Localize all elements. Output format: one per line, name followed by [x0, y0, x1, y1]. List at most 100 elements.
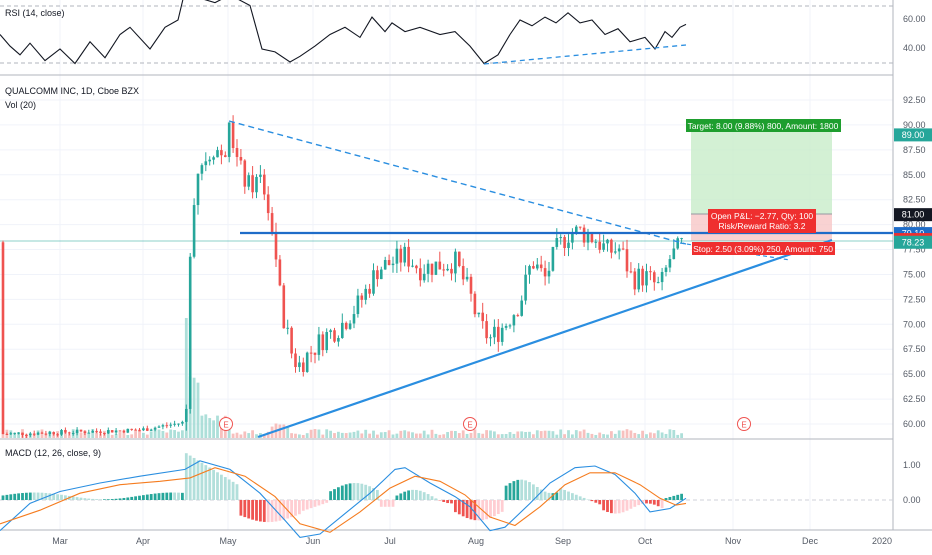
- candle-body: [166, 425, 169, 426]
- stop-label[interactable]: Stop: 2.50 (3.09%) 250, Amount: 750: [692, 242, 835, 255]
- candle-body: [673, 249, 676, 260]
- target-label[interactable]: Target: 8.00 (9.88%) 800, Amount: 1800: [686, 119, 841, 132]
- candle-body: [669, 259, 672, 267]
- macd-histogram-bar: [91, 499, 94, 500]
- macd-histogram-bar: [396, 496, 399, 500]
- descending-trendline[interactable]: [229, 121, 686, 244]
- volume-bar: [126, 435, 129, 438]
- candle-body: [364, 289, 367, 300]
- candle-body: [407, 247, 410, 267]
- macd-histogram-bar: [329, 491, 332, 500]
- candle-body: [380, 270, 383, 280]
- volume-bar: [481, 434, 484, 438]
- candle-body: [123, 431, 126, 433]
- macd-histogram-bar: [216, 472, 219, 500]
- volume-indicator-label[interactable]: Vol (20): [5, 100, 36, 110]
- candle-body: [162, 425, 165, 426]
- rsi-axis-label-40: 40.00: [903, 43, 926, 53]
- volume-bar: [364, 430, 367, 438]
- volume-bar: [177, 432, 180, 438]
- candle-body: [446, 269, 449, 270]
- earnings-marker-jul[interactable]: E: [464, 418, 477, 431]
- candle-body: [556, 238, 559, 247]
- volume-bar: [509, 432, 512, 438]
- candle-body: [56, 434, 59, 435]
- volume-bar: [536, 430, 539, 438]
- candle-body: [665, 268, 668, 272]
- volume-bar: [602, 434, 605, 438]
- macd-histogram-bar: [419, 491, 422, 500]
- candle-body: [450, 269, 453, 274]
- volume-bar: [470, 433, 473, 438]
- macd-histogram-bar: [454, 500, 457, 512]
- macd-histogram-bar: [177, 493, 180, 500]
- volume-bar: [544, 431, 547, 438]
- price-pane[interactable]: QUALCOMM INC, 1D, Cboe BZX Vol (20) Targ…: [0, 86, 932, 438]
- macd-histogram-bar: [232, 482, 235, 500]
- volume-bar: [489, 430, 492, 438]
- candle-body: [52, 432, 55, 434]
- earnings-marker-may[interactable]: E: [220, 418, 233, 431]
- target-zone[interactable]: [691, 127, 832, 214]
- volume-bar: [630, 430, 633, 438]
- volume-bar: [641, 431, 644, 438]
- candle-body: [138, 430, 141, 431]
- volume-bar: [435, 434, 438, 438]
- candle-body: [548, 271, 551, 277]
- macd-histogram-bar: [33, 493, 36, 500]
- macd-histogram-bar: [544, 492, 547, 500]
- candle-body: [103, 433, 106, 434]
- volume-bar: [360, 433, 363, 438]
- price-axis[interactable]: 92.5090.0087.5085.0082.5080.0077.5075.00…: [903, 95, 926, 429]
- macd-histogram-bar: [158, 493, 161, 500]
- macd-histogram-bar: [111, 499, 114, 500]
- volume-bar: [423, 431, 426, 438]
- candle-body: [294, 354, 297, 368]
- candle-body: [201, 165, 204, 174]
- macd-histogram-bar: [528, 482, 531, 500]
- svg-text:E: E: [741, 421, 746, 430]
- earnings-marker-nov[interactable]: E: [738, 418, 751, 431]
- macd-histogram-bar: [411, 490, 414, 500]
- candle-body: [64, 430, 67, 432]
- macd-histogram-bar: [661, 500, 664, 508]
- candle-body: [177, 424, 180, 425]
- candle-body: [567, 243, 570, 248]
- volume-bar: [610, 431, 613, 438]
- macd-histogram-bar: [559, 488, 562, 500]
- candle-body: [505, 326, 508, 328]
- rsi-pane[interactable]: RSI (14, close) 60.00 40.00: [0, 0, 926, 64]
- macd-histogram-bar: [76, 497, 79, 500]
- candle-body: [400, 249, 403, 263]
- macd-histogram-bar: [95, 499, 98, 500]
- macd-histogram-bar: [325, 500, 328, 503]
- pnl-label[interactable]: Open P&L: −2.77, Qty: 100 Risk/Reward Ra…: [708, 209, 816, 233]
- time-axis-label: Nov: [725, 536, 742, 546]
- macd-histogram-bar: [126, 497, 129, 500]
- candle-body: [634, 271, 637, 289]
- macd-histogram-bar: [130, 497, 133, 500]
- macd-pane[interactable]: MACD (12, 26, close, 9) 1.00 0.00: [0, 448, 921, 537]
- time-axis-label: Jun: [306, 536, 321, 546]
- volume-bar: [633, 433, 636, 438]
- candle-body: [524, 275, 527, 301]
- volume-bar: [474, 429, 477, 438]
- volume-bar: [310, 430, 313, 438]
- candle-body: [357, 296, 360, 315]
- candle-body: [6, 434, 9, 435]
- macd-histogram-bar: [676, 495, 679, 500]
- volume-bar: [563, 434, 566, 438]
- candle-body: [532, 266, 535, 268]
- candle-body: [240, 157, 243, 160]
- volume-bar: [458, 433, 461, 438]
- symbol-title[interactable]: QUALCOMM INC, 1D, Cboe BZX: [5, 86, 139, 96]
- candle-body: [536, 265, 539, 269]
- rsi-trendline[interactable]: [484, 45, 686, 64]
- candle-body: [310, 353, 313, 354]
- candle-body: [657, 282, 660, 283]
- macd-histogram-bar: [146, 495, 149, 500]
- macd-histogram-bar: [251, 500, 254, 520]
- macd-histogram-bar: [505, 486, 508, 500]
